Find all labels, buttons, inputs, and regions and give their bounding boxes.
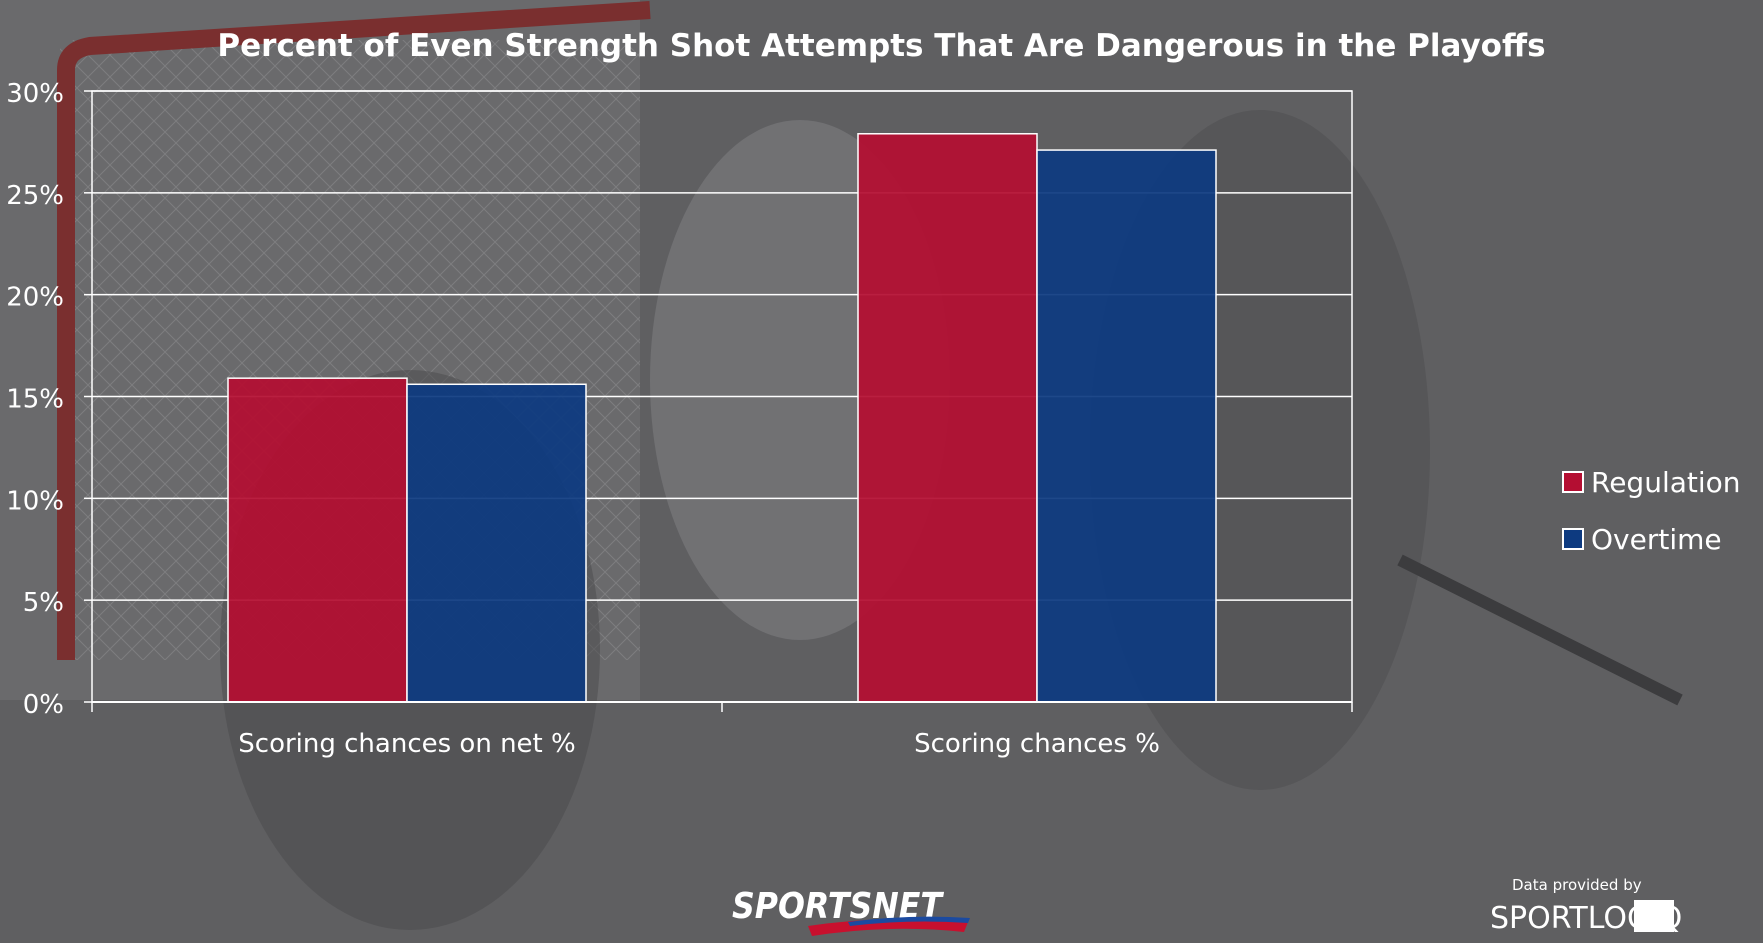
legend-label-overtime: Overtime — [1591, 522, 1722, 556]
y-tick-label: 5% — [23, 588, 64, 618]
legend-item-regulation: Regulation — [1562, 462, 1741, 502]
y-tick-label: 10% — [6, 486, 64, 516]
bar-overtime — [406, 383, 587, 703]
bar-regulation — [857, 133, 1038, 703]
y-tick-label: 20% — [6, 283, 64, 313]
x-tick-label: Scoring chances % — [914, 729, 1160, 759]
bars — [227, 133, 1217, 703]
sportlogiq-logo: SPORTLOGiQ — [1490, 900, 1682, 936]
data-credit: Data provided by — [1512, 876, 1642, 894]
y-tick-label: 25% — [6, 181, 64, 211]
y-tick-label: 30% — [6, 79, 64, 109]
legend-swatch-overtime — [1562, 528, 1584, 550]
y-tick-label: 0% — [23, 690, 64, 720]
bar-overtime — [1036, 149, 1217, 703]
x-tick-labels: Scoring chances on net % Scoring chances … — [238, 729, 1160, 759]
legend-label-regulation: Regulation — [1591, 465, 1741, 499]
sportsnet-logo: SPORTSNET — [732, 886, 970, 936]
x-tick-label: Scoring chances on net % — [238, 729, 575, 759]
legend-item-overtime: Overtime — [1562, 519, 1741, 559]
legend-swatch-regulation — [1562, 471, 1584, 493]
chart-title: Percent of Even Strength Shot Attempts T… — [217, 28, 1546, 64]
y-tick-labels: 0% 5% 10% 15% 20% 25% 30% — [6, 79, 92, 720]
legend: Regulation Overtime — [1562, 462, 1741, 576]
y-tick-label: 15% — [6, 385, 64, 415]
bar-regulation — [227, 377, 408, 703]
sportlogiq-logo-text: SPORTLOGiQ — [1490, 901, 1682, 936]
